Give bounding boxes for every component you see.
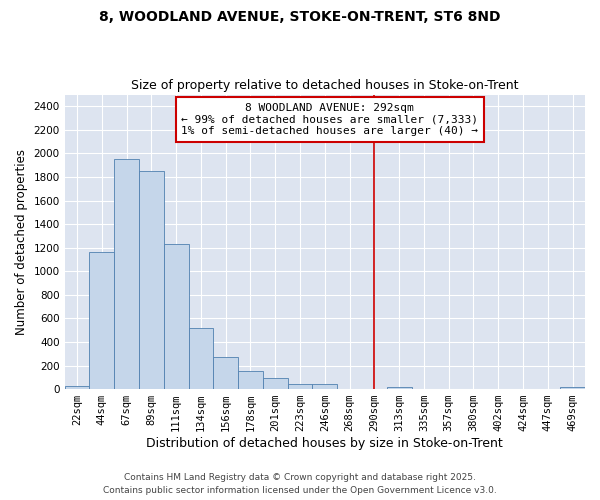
Bar xyxy=(114,160,139,389)
X-axis label: Distribution of detached houses by size in Stoke-on-Trent: Distribution of detached houses by size … xyxy=(146,437,503,450)
Bar xyxy=(164,244,188,389)
Bar xyxy=(287,384,313,389)
Bar xyxy=(214,358,238,389)
Text: 8 WOODLAND AVENUE: 292sqm
← 99% of detached houses are smaller (7,333)
1% of sem: 8 WOODLAND AVENUE: 292sqm ← 99% of detac… xyxy=(181,103,478,136)
Text: Contains HM Land Registry data © Crown copyright and database right 2025.
Contai: Contains HM Land Registry data © Crown c… xyxy=(103,474,497,495)
Bar xyxy=(263,378,287,389)
Title: Size of property relative to detached houses in Stoke-on-Trent: Size of property relative to detached ho… xyxy=(131,79,518,92)
Text: 8, WOODLAND AVENUE, STOKE-ON-TRENT, ST6 8ND: 8, WOODLAND AVENUE, STOKE-ON-TRENT, ST6 … xyxy=(99,10,501,24)
Bar xyxy=(560,386,585,389)
Bar xyxy=(238,372,263,389)
Bar xyxy=(188,328,214,389)
Bar xyxy=(139,171,164,389)
Bar xyxy=(65,386,89,389)
Y-axis label: Number of detached properties: Number of detached properties xyxy=(15,149,28,335)
Bar xyxy=(313,384,337,389)
Bar xyxy=(89,252,114,389)
Bar xyxy=(387,386,412,389)
